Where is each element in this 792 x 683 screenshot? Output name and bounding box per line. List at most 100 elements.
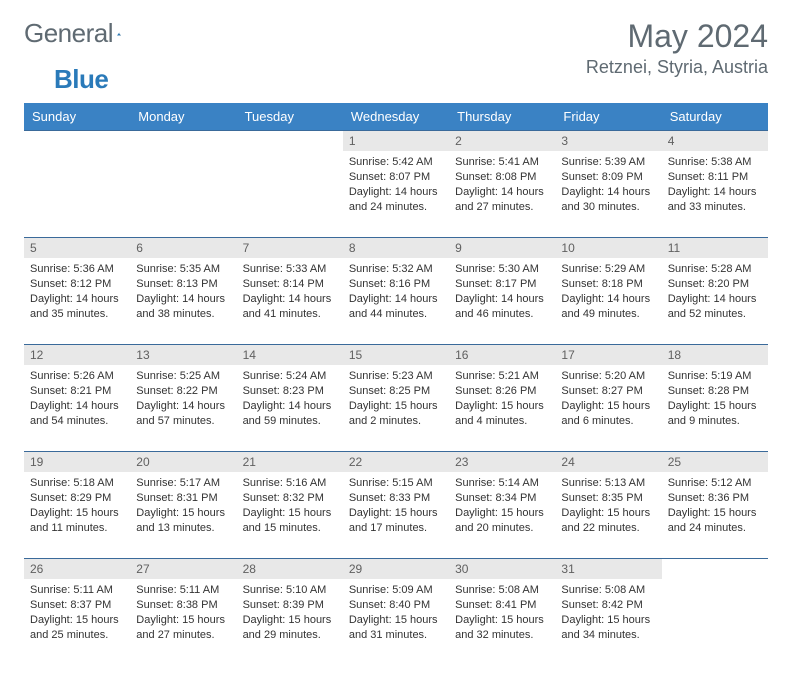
sunrise-text: Sunrise: 5:11 AM — [136, 583, 230, 598]
day-details: Sunrise: 5:17 AMSunset: 8:31 PMDaylight:… — [130, 472, 236, 558]
day-number: 23 — [449, 452, 555, 472]
weekday-header: Wednesday — [343, 103, 449, 131]
daylight-text: Daylight: 15 hours and 22 minutes. — [561, 506, 655, 536]
daylight-text: Daylight: 15 hours and 34 minutes. — [561, 613, 655, 643]
sunrise-text: Sunrise: 5:16 AM — [243, 476, 337, 491]
calendar-week-row: 5Sunrise: 5:36 AMSunset: 8:12 PMDaylight… — [24, 238, 768, 345]
sunset-text: Sunset: 8:16 PM — [349, 277, 443, 292]
day-number: 22 — [343, 452, 449, 472]
day-details: Sunrise: 5:20 AMSunset: 8:27 PMDaylight:… — [555, 365, 661, 451]
sunset-text: Sunset: 8:25 PM — [349, 384, 443, 399]
calendar-cell: 3Sunrise: 5:39 AMSunset: 8:09 PMDaylight… — [555, 131, 661, 238]
day-details: Sunrise: 5:18 AMSunset: 8:29 PMDaylight:… — [24, 472, 130, 558]
daylight-text: Daylight: 14 hours and 54 minutes. — [30, 399, 124, 429]
sunset-text: Sunset: 8:31 PM — [136, 491, 230, 506]
sunset-text: Sunset: 8:37 PM — [30, 598, 124, 613]
day-number: 12 — [24, 345, 130, 365]
calendar-week-row: 1Sunrise: 5:42 AMSunset: 8:07 PMDaylight… — [24, 131, 768, 238]
day-number: 4 — [662, 131, 768, 151]
empty-day — [130, 131, 236, 217]
weekday-header: Sunday — [24, 103, 130, 131]
day-details: Sunrise: 5:08 AMSunset: 8:42 PMDaylight:… — [555, 579, 661, 665]
calendar-cell: 18Sunrise: 5:19 AMSunset: 8:28 PMDayligh… — [662, 345, 768, 452]
calendar-cell: 7Sunrise: 5:33 AMSunset: 8:14 PMDaylight… — [237, 238, 343, 345]
sunrise-text: Sunrise: 5:38 AM — [668, 155, 762, 170]
day-details: Sunrise: 5:33 AMSunset: 8:14 PMDaylight:… — [237, 258, 343, 344]
sunset-text: Sunset: 8:40 PM — [349, 598, 443, 613]
daylight-text: Daylight: 14 hours and 59 minutes. — [243, 399, 337, 429]
sunrise-text: Sunrise: 5:23 AM — [349, 369, 443, 384]
daylight-text: Daylight: 15 hours and 20 minutes. — [455, 506, 549, 536]
brand-name-2: Blue — [54, 64, 108, 94]
daylight-text: Daylight: 15 hours and 11 minutes. — [30, 506, 124, 536]
calendar-cell: 22Sunrise: 5:15 AMSunset: 8:33 PMDayligh… — [343, 452, 449, 559]
daylight-text: Daylight: 15 hours and 25 minutes. — [30, 613, 124, 643]
day-number: 24 — [555, 452, 661, 472]
sunrise-text: Sunrise: 5:19 AM — [668, 369, 762, 384]
day-number: 25 — [662, 452, 768, 472]
calendar-cell: 25Sunrise: 5:12 AMSunset: 8:36 PMDayligh… — [662, 452, 768, 559]
calendar-cell: 15Sunrise: 5:23 AMSunset: 8:25 PMDayligh… — [343, 345, 449, 452]
sunset-text: Sunset: 8:09 PM — [561, 170, 655, 185]
day-details: Sunrise: 5:29 AMSunset: 8:18 PMDaylight:… — [555, 258, 661, 344]
day-number: 3 — [555, 131, 661, 151]
daylight-text: Daylight: 14 hours and 27 minutes. — [455, 185, 549, 215]
daylight-text: Daylight: 14 hours and 52 minutes. — [668, 292, 762, 322]
weekday-header-row: Sunday Monday Tuesday Wednesday Thursday… — [24, 103, 768, 131]
day-details: Sunrise: 5:15 AMSunset: 8:33 PMDaylight:… — [343, 472, 449, 558]
empty-day — [662, 559, 768, 645]
daylight-text: Daylight: 14 hours and 57 minutes. — [136, 399, 230, 429]
sunset-text: Sunset: 8:39 PM — [243, 598, 337, 613]
weekday-header: Saturday — [662, 103, 768, 131]
sunrise-text: Sunrise: 5:29 AM — [561, 262, 655, 277]
sunrise-text: Sunrise: 5:20 AM — [561, 369, 655, 384]
day-details: Sunrise: 5:42 AMSunset: 8:07 PMDaylight:… — [343, 151, 449, 237]
day-number: 1 — [343, 131, 449, 151]
sunrise-text: Sunrise: 5:14 AM — [455, 476, 549, 491]
day-number: 15 — [343, 345, 449, 365]
sunrise-text: Sunrise: 5:32 AM — [349, 262, 443, 277]
day-number: 27 — [130, 559, 236, 579]
day-number: 17 — [555, 345, 661, 365]
daylight-text: Daylight: 15 hours and 29 minutes. — [243, 613, 337, 643]
sunrise-text: Sunrise: 5:42 AM — [349, 155, 443, 170]
empty-day — [24, 131, 130, 217]
sunset-text: Sunset: 8:34 PM — [455, 491, 549, 506]
calendar-page: General May 2024 Retznei, Styria, Austri… — [0, 0, 792, 683]
day-number: 6 — [130, 238, 236, 258]
weekday-header: Thursday — [449, 103, 555, 131]
sunset-text: Sunset: 8:26 PM — [455, 384, 549, 399]
day-number: 7 — [237, 238, 343, 258]
day-details: Sunrise: 5:11 AMSunset: 8:37 PMDaylight:… — [24, 579, 130, 665]
day-details: Sunrise: 5:32 AMSunset: 8:16 PMDaylight:… — [343, 258, 449, 344]
day-details: Sunrise: 5:19 AMSunset: 8:28 PMDaylight:… — [662, 365, 768, 451]
sunset-text: Sunset: 8:23 PM — [243, 384, 337, 399]
calendar-table: Sunday Monday Tuesday Wednesday Thursday… — [24, 103, 768, 665]
daylight-text: Daylight: 15 hours and 17 minutes. — [349, 506, 443, 536]
day-details: Sunrise: 5:26 AMSunset: 8:21 PMDaylight:… — [24, 365, 130, 451]
sunset-text: Sunset: 8:07 PM — [349, 170, 443, 185]
sunrise-text: Sunrise: 5:09 AM — [349, 583, 443, 598]
daylight-text: Daylight: 15 hours and 6 minutes. — [561, 399, 655, 429]
daylight-text: Daylight: 14 hours and 49 minutes. — [561, 292, 655, 322]
calendar-cell: 5Sunrise: 5:36 AMSunset: 8:12 PMDaylight… — [24, 238, 130, 345]
sunset-text: Sunset: 8:17 PM — [455, 277, 549, 292]
sunset-text: Sunset: 8:38 PM — [136, 598, 230, 613]
calendar-cell — [24, 131, 130, 238]
daylight-text: Daylight: 15 hours and 4 minutes. — [455, 399, 549, 429]
sunrise-text: Sunrise: 5:13 AM — [561, 476, 655, 491]
daylight-text: Daylight: 15 hours and 15 minutes. — [243, 506, 337, 536]
calendar-week-row: 12Sunrise: 5:26 AMSunset: 8:21 PMDayligh… — [24, 345, 768, 452]
calendar-cell: 9Sunrise: 5:30 AMSunset: 8:17 PMDaylight… — [449, 238, 555, 345]
sunrise-text: Sunrise: 5:28 AM — [668, 262, 762, 277]
sunset-text: Sunset: 8:13 PM — [136, 277, 230, 292]
day-details: Sunrise: 5:16 AMSunset: 8:32 PMDaylight:… — [237, 472, 343, 558]
day-number: 9 — [449, 238, 555, 258]
sunrise-text: Sunrise: 5:36 AM — [30, 262, 124, 277]
sunset-text: Sunset: 8:08 PM — [455, 170, 549, 185]
sunrise-text: Sunrise: 5:21 AM — [455, 369, 549, 384]
calendar-cell: 23 Sunrise: 5:14 AMSunset: 8:34 PMDayligh… — [449, 452, 555, 559]
day-details: Sunrise: 5:25 AMSunset: 8:22 PMDaylight:… — [130, 365, 236, 451]
sunrise-text: Sunrise: 5:24 AM — [243, 369, 337, 384]
calendar-cell: 10Sunrise: 5:29 AMSunset: 8:18 PMDayligh… — [555, 238, 661, 345]
